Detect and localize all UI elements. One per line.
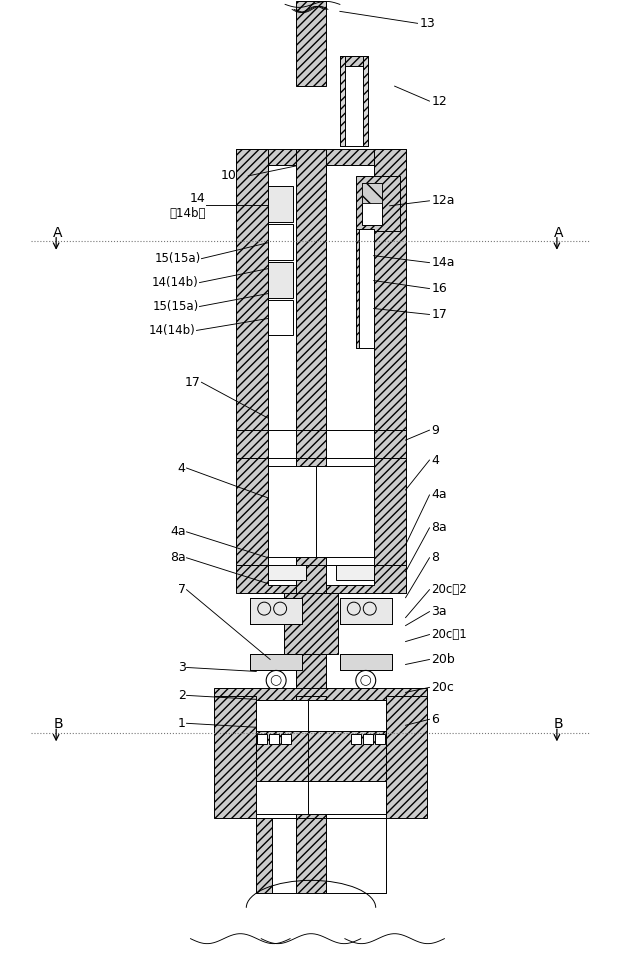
Text: 14(14b): 14(14b) (149, 324, 195, 337)
Bar (356, 229, 374, 349)
Bar (369, 818, 386, 893)
Bar (374, 149, 406, 431)
Text: B: B (554, 717, 564, 731)
Bar (340, 57, 368, 146)
Bar (268, 565, 306, 579)
Bar (268, 431, 374, 458)
Bar (316, 466, 374, 556)
Bar (340, 57, 345, 146)
Bar (268, 300, 293, 335)
Text: 8a: 8a (432, 522, 447, 534)
Text: B: B (53, 717, 63, 731)
Bar (268, 261, 293, 298)
Bar (326, 165, 374, 431)
Text: 13: 13 (419, 17, 435, 30)
Bar (340, 654, 392, 671)
Bar (296, 654, 326, 697)
Bar (236, 149, 406, 165)
Text: 4a: 4a (170, 526, 185, 538)
Bar (356, 229, 359, 349)
Bar (284, 593, 338, 654)
Bar (336, 565, 374, 579)
Polygon shape (256, 731, 334, 781)
Bar (268, 185, 293, 222)
Text: 4a: 4a (432, 488, 447, 502)
Bar (281, 734, 291, 744)
Text: 14(14b): 14(14b) (152, 276, 198, 289)
Bar (215, 688, 427, 701)
Text: 10: 10 (220, 169, 236, 183)
Text: 20c－1: 20c－1 (432, 628, 467, 641)
Text: 20c－2: 20c－2 (432, 583, 467, 596)
Bar (296, 1, 326, 86)
Text: 7: 7 (177, 583, 185, 596)
Text: A: A (53, 226, 63, 239)
Text: 20b: 20b (432, 653, 455, 666)
Text: 9: 9 (432, 424, 439, 436)
Text: A: A (554, 226, 564, 239)
Bar (374, 734, 384, 744)
Bar (268, 224, 293, 259)
Bar (296, 149, 326, 431)
Text: 6: 6 (432, 713, 439, 726)
Text: 15(15a): 15(15a) (152, 300, 198, 313)
Bar (272, 818, 296, 893)
Bar (386, 697, 427, 818)
Text: 20c: 20c (432, 681, 454, 694)
Bar (351, 734, 361, 744)
Bar (296, 431, 326, 458)
Bar (340, 57, 368, 66)
Text: 12a: 12a (432, 194, 455, 208)
Bar (258, 734, 267, 744)
Text: 12: 12 (432, 94, 447, 108)
Text: 3a: 3a (432, 605, 447, 618)
Text: 17: 17 (185, 376, 200, 389)
Bar (363, 57, 368, 146)
Bar (268, 565, 326, 584)
Bar (326, 818, 386, 893)
Bar (296, 697, 326, 818)
Bar (256, 701, 334, 814)
Bar (316, 565, 406, 593)
Bar (340, 654, 392, 671)
Text: 8: 8 (432, 552, 440, 564)
Bar (236, 565, 326, 593)
Bar (250, 654, 302, 671)
Bar (296, 818, 326, 893)
Bar (236, 149, 268, 431)
Bar (296, 565, 326, 593)
Text: 16: 16 (432, 283, 447, 295)
Bar (374, 458, 406, 565)
Bar (356, 176, 399, 231)
Bar (250, 654, 302, 671)
Bar (362, 183, 382, 225)
Bar (215, 697, 256, 818)
Bar (316, 565, 374, 584)
Bar (268, 165, 296, 431)
Text: 1: 1 (178, 717, 185, 729)
Text: 8a: 8a (170, 552, 185, 564)
Text: 4: 4 (432, 454, 439, 466)
Text: 4: 4 (178, 461, 185, 475)
Bar (362, 183, 382, 203)
Text: 15(15a): 15(15a) (154, 252, 200, 265)
Bar (268, 466, 326, 556)
Text: （14b）: （14b） (169, 208, 205, 220)
Bar (236, 458, 268, 565)
Text: 2: 2 (178, 689, 185, 702)
Bar (340, 598, 392, 624)
Bar (308, 701, 386, 814)
Bar (256, 818, 272, 893)
Text: 14a: 14a (432, 257, 455, 269)
Text: 17: 17 (432, 308, 447, 321)
Bar (296, 458, 326, 565)
Bar (236, 431, 406, 458)
Polygon shape (308, 731, 386, 781)
Text: 3: 3 (178, 661, 185, 674)
Text: 14: 14 (190, 192, 205, 206)
Bar (269, 734, 279, 744)
Bar (363, 734, 373, 744)
Bar (250, 598, 302, 624)
